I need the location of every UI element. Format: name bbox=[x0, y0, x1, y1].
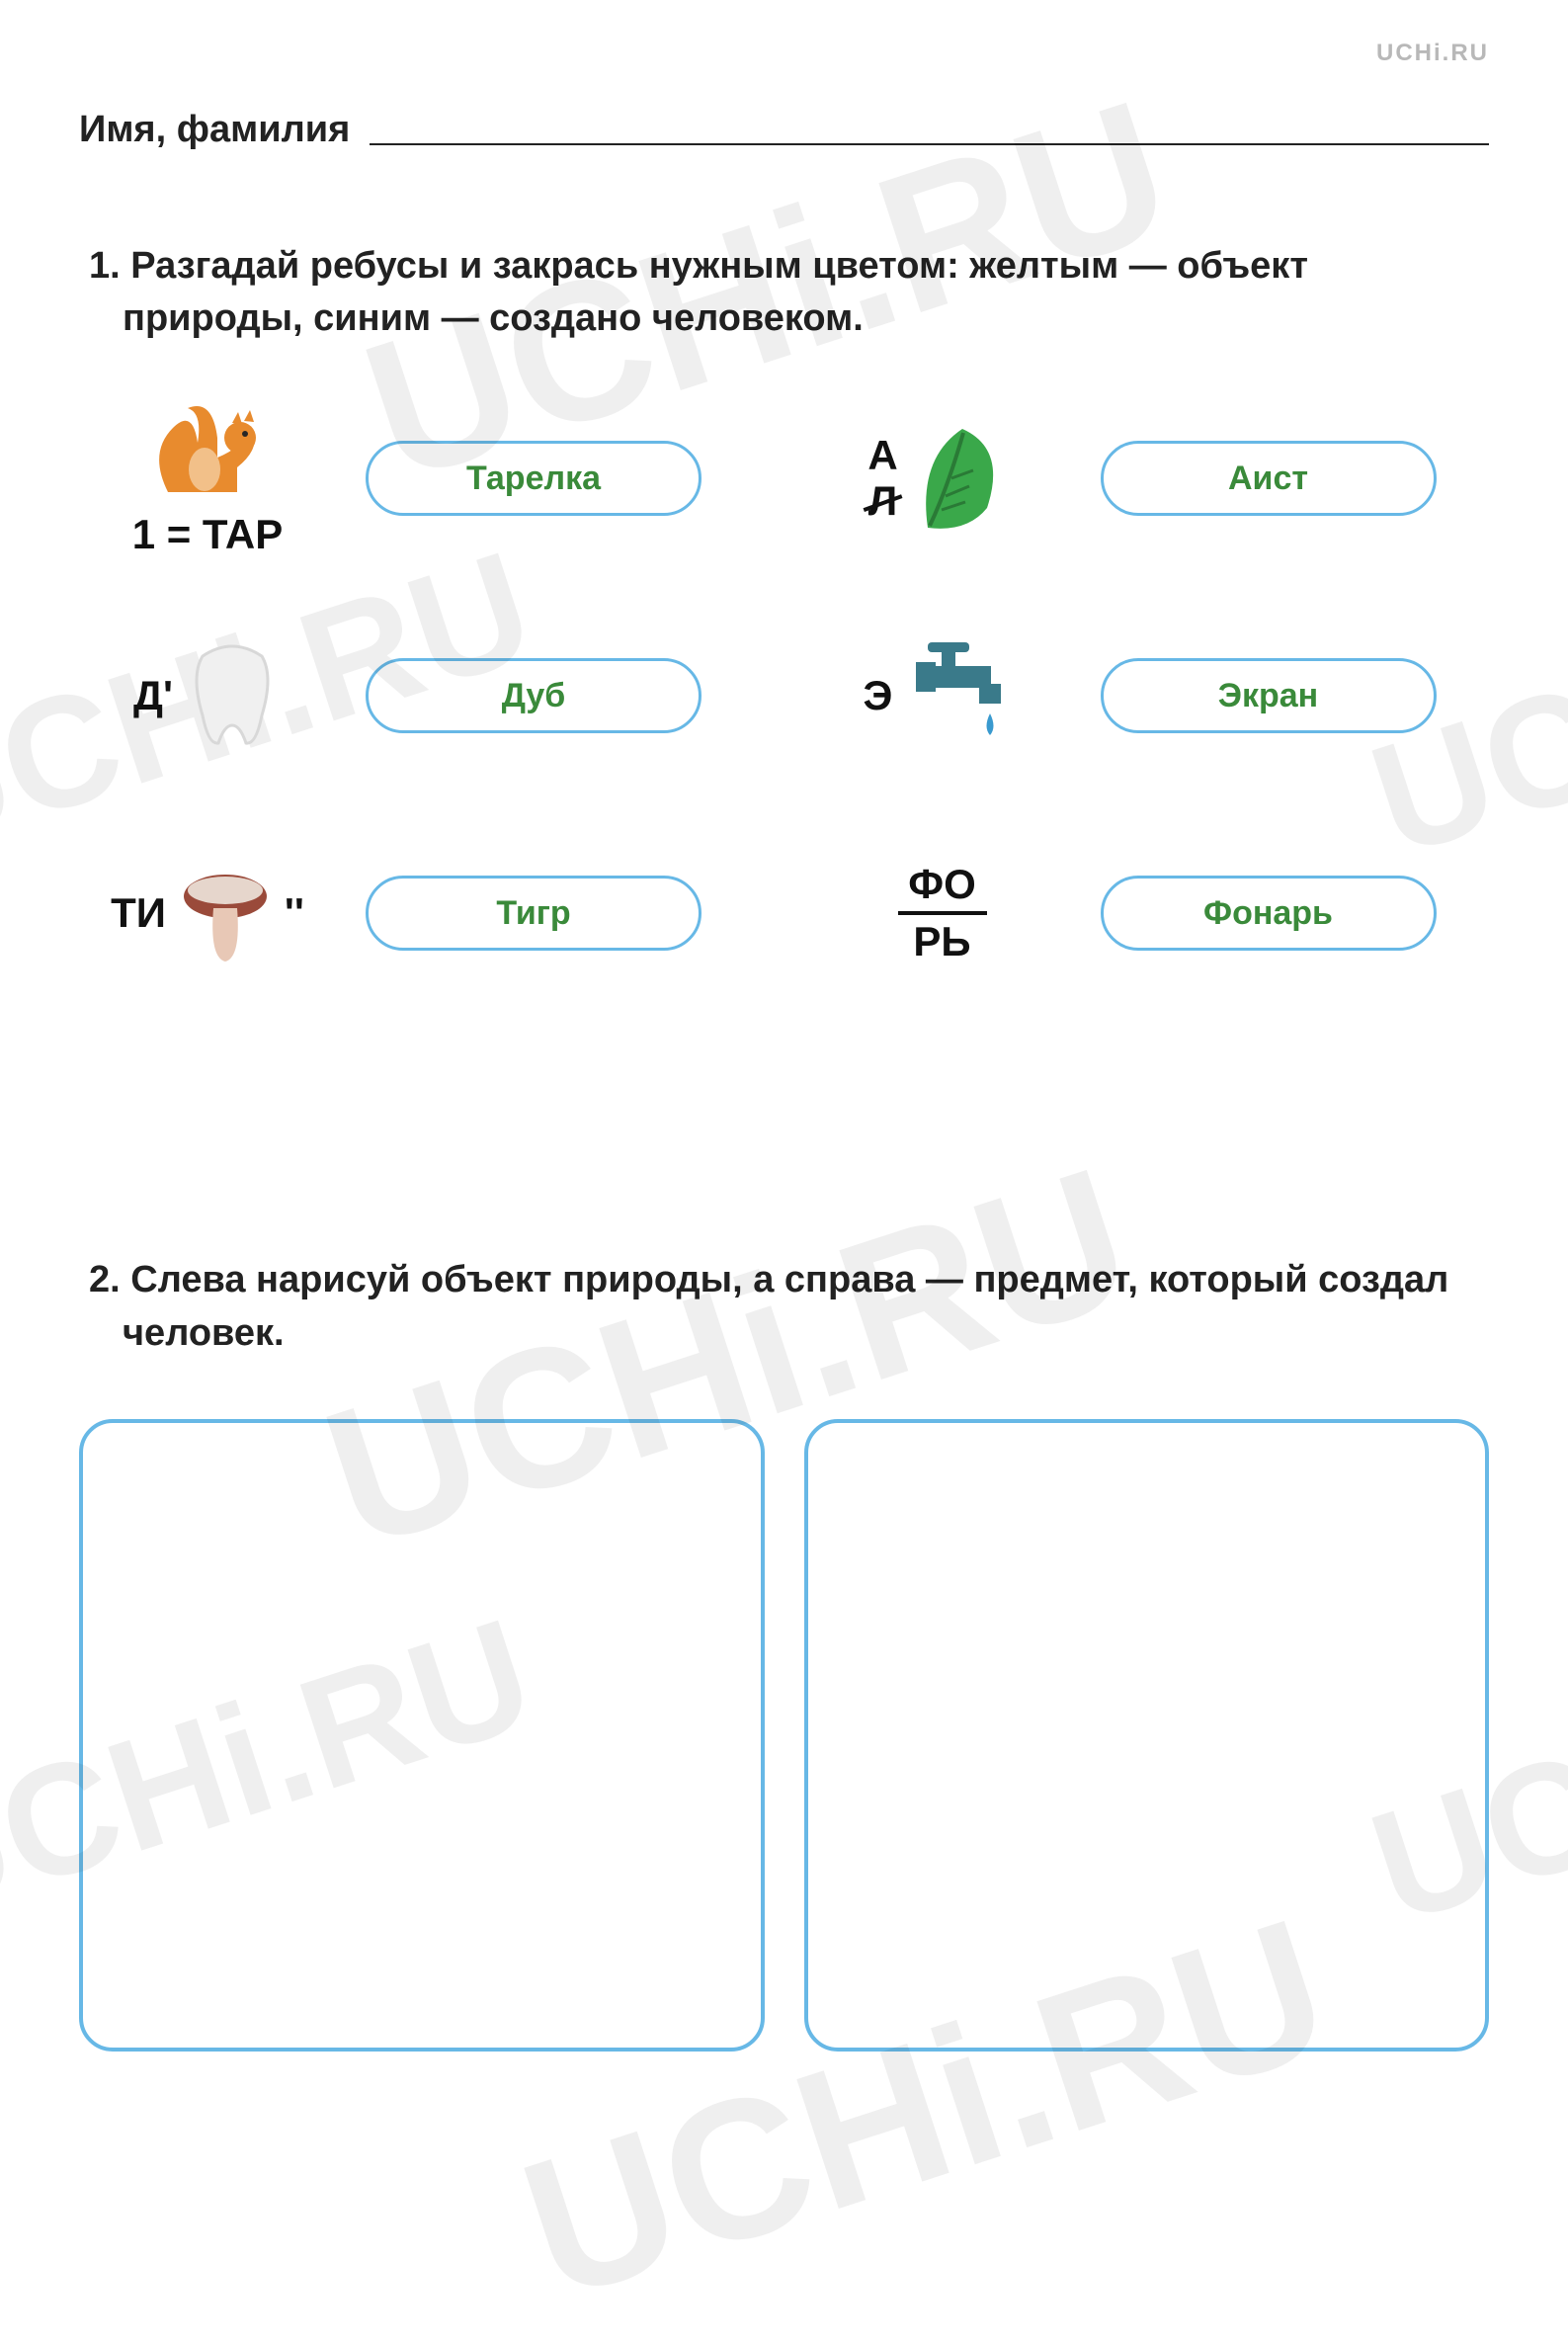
rebus-1: 1 = ТАР Тарелка bbox=[79, 394, 755, 562]
rebus-3-answer[interactable]: Дуб bbox=[366, 658, 701, 733]
rebus-5-suffix: '' bbox=[285, 889, 304, 937]
rebus-3: Д' Дуб bbox=[79, 612, 755, 780]
rebus-4: Э Экран bbox=[814, 612, 1490, 780]
task-2: 2. Слева нарисуй объект природы, а справ… bbox=[79, 1254, 1489, 2051]
task-1-prompt: 1. Разгадай ребусы и закрась нужным цвет… bbox=[113, 240, 1489, 345]
task-1-text: Разгадай ребусы и закрась нужным цветом:… bbox=[123, 245, 1308, 339]
rebus-2: А Л Аист bbox=[814, 394, 1490, 562]
rebus-5-clue: ТИ '' bbox=[79, 829, 336, 997]
rebus-4-clue: Э bbox=[814, 612, 1071, 780]
draw-box-nature[interactable] bbox=[79, 1419, 765, 2052]
task-2-number: 2. bbox=[89, 1259, 121, 1300]
rebus-6-clue: ФО РЬ bbox=[814, 829, 1071, 997]
leaf-icon bbox=[908, 419, 1017, 538]
rebus-5-prefix: ТИ bbox=[111, 889, 166, 937]
name-field-row: Имя, фамилия bbox=[79, 109, 1489, 151]
brand-logo: UCHi.RU bbox=[1376, 40, 1489, 67]
tooth-icon bbox=[183, 636, 282, 755]
rebus-2-letter-strike: Л bbox=[868, 478, 897, 524]
rebus-3-prefix: Д' bbox=[133, 672, 173, 719]
rebus-5: ТИ '' Тигр bbox=[79, 829, 755, 997]
task-2-prompt: 2. Слева нарисуй объект природы, а справ… bbox=[113, 1254, 1489, 1359]
rebus-6-answer[interactable]: Фонарь bbox=[1101, 876, 1437, 951]
fraction-line bbox=[898, 911, 987, 915]
squirrel-icon bbox=[143, 398, 272, 507]
name-input-line[interactable] bbox=[370, 143, 1489, 145]
task-1-number: 1. bbox=[89, 245, 121, 287]
rebus-4-answer[interactable]: Экран bbox=[1101, 658, 1437, 733]
name-label: Имя, фамилия bbox=[79, 109, 350, 151]
rebus-3-clue: Д' bbox=[79, 612, 336, 780]
rebus-1-answer[interactable]: Тарелка bbox=[366, 441, 701, 516]
rebus-4-prefix: Э bbox=[864, 672, 893, 719]
mushroom-icon bbox=[176, 859, 275, 967]
task-2-text: Слева нарисуй объект природы, а справа —… bbox=[123, 1259, 1448, 1353]
draw-boxes-row bbox=[79, 1419, 1489, 2052]
rebus-5-answer[interactable]: Тигр bbox=[366, 876, 701, 951]
rebus-6-frac-top: ФО bbox=[908, 862, 976, 907]
rebus-2-letter-top: А bbox=[867, 433, 897, 478]
rebus-2-answer[interactable]: Аист bbox=[1101, 441, 1437, 516]
worksheet-page: UCHi.RUUCHi.RUUCHi.RUUCHi.RUUCHi.RUUCHi.… bbox=[0, 0, 1568, 2219]
task-1: 1. Разгадай ребусы и закрась нужным цвет… bbox=[79, 240, 1489, 997]
rebus-6: ФО РЬ Фонарь bbox=[814, 829, 1490, 997]
rebus-grid: 1 = ТАР Тарелка А Л bbox=[79, 394, 1489, 997]
brand-text: UCHi.RU bbox=[1376, 40, 1489, 66]
faucet-icon bbox=[902, 636, 1021, 755]
rebus-2-clue: А Л bbox=[814, 394, 1071, 562]
rebus-1-clue: 1 = ТАР bbox=[79, 394, 336, 562]
rebus-1-hint: 1 = ТАР bbox=[132, 511, 284, 558]
rebus-6-frac-bot: РЬ bbox=[913, 919, 970, 964]
draw-box-manmade[interactable] bbox=[804, 1419, 1490, 2052]
